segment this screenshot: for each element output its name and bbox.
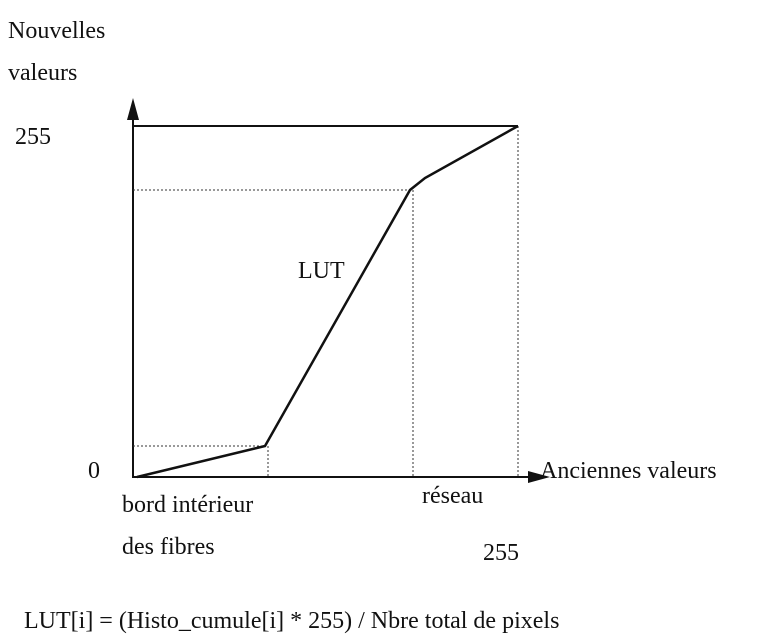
curve-label: LUT xyxy=(298,258,345,284)
formula: LUT[i] = (Histo_cumule[i] * 255) / Nbre … xyxy=(24,608,559,634)
y-max-label: 255 xyxy=(15,124,51,150)
origin-label: 0 xyxy=(88,458,100,484)
annotation: réseau xyxy=(422,483,483,509)
annotation: bord intérieur xyxy=(122,492,253,518)
x-max-label: 255 xyxy=(483,540,519,566)
x-arrow xyxy=(528,471,550,483)
y-title: valeurs xyxy=(8,60,77,86)
x-title: Anciennes valeurs xyxy=(540,458,717,484)
y-title: Nouvelles xyxy=(8,18,105,44)
y-arrow xyxy=(127,98,139,120)
lut-curve xyxy=(136,124,519,479)
annotation: des fibres xyxy=(122,534,215,560)
